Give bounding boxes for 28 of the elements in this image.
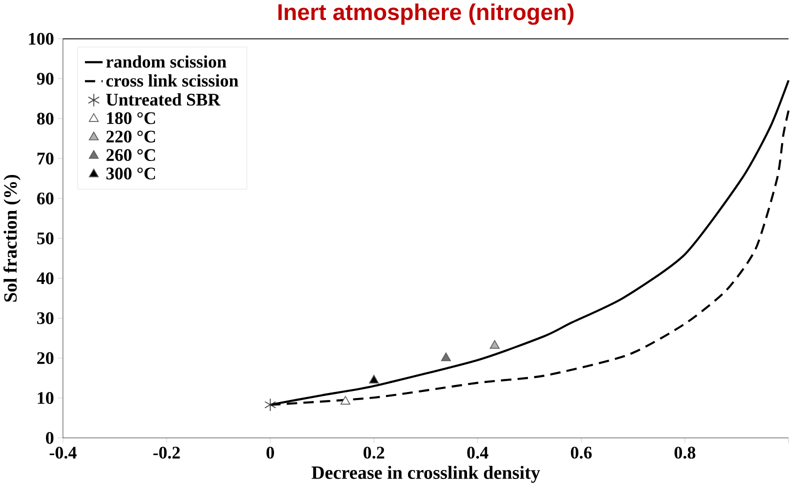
x-tick-label: 0	[266, 446, 274, 459]
y-tick-label: 20	[37, 352, 54, 364]
x-tick-label: 0.6	[570, 446, 592, 459]
y-tick-label: 40	[36, 272, 54, 284]
x-tick-label: 0.8	[674, 446, 696, 459]
chart-title: Inert atmosphere (nitrogen)	[278, 3, 574, 25]
y-tick-label: 100	[29, 32, 54, 45]
y-tick-label: 90	[36, 72, 54, 85]
legend-label: cross link scission	[106, 74, 238, 87]
y-tick-label: 60	[37, 192, 54, 204]
x-axis-title: Decrease in crosslink density	[312, 466, 540, 483]
x-tick-label: 0.2	[364, 446, 384, 459]
y-tick-label: 10	[38, 392, 54, 404]
legend-label: 220 °C	[106, 130, 155, 142]
y-tick-label: 70	[38, 152, 54, 164]
y-tick-label: 50	[37, 232, 54, 244]
legend-label: 180 °C	[107, 112, 155, 124]
y-tick-label: 80	[37, 112, 54, 124]
x-tick-label: 0.4	[467, 446, 488, 459]
legend-label: Untreated SBR	[106, 93, 221, 106]
x-tick-label: -0.2	[153, 446, 180, 459]
x-tick-label: -0.4	[50, 446, 77, 459]
legend-label: random scission	[106, 55, 226, 68]
legend-label: 260 °C	[106, 149, 155, 161]
y-tick-label: 0	[46, 432, 54, 444]
legend-label: 300 °C	[106, 167, 155, 180]
y-tick-label: 30	[37, 312, 54, 324]
y-axis-title: Sol fraction (%)	[3, 174, 21, 302]
